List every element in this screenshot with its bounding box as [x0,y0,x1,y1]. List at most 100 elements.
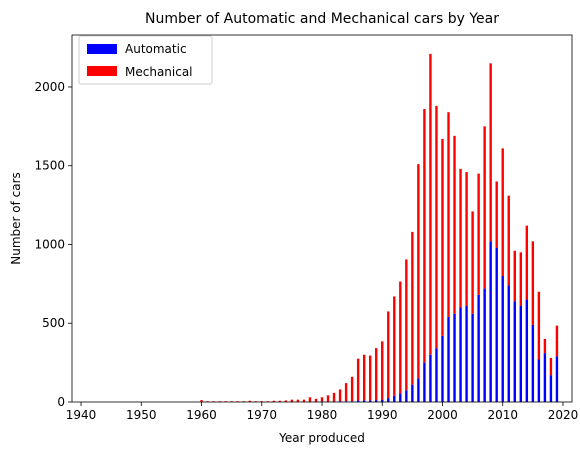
bar-automatic-1987 [362,400,366,402]
bar-automatic-1995 [411,384,414,402]
bar-mechanical-2000 [441,138,444,336]
bar-mechanical-1996 [417,164,420,379]
x-tick-label: 1990 [367,408,398,422]
bar-mechanical-1988 [368,355,372,401]
bar-mechanical-1972 [272,400,276,402]
bar-automatic-2000 [441,335,444,402]
bar-mechanical-2001 [447,112,450,317]
bar-automatic-1996 [417,378,420,402]
bar-mechanical-1989 [375,348,378,401]
bar-mechanical-1981 [326,395,330,402]
chart-title: Number of Automatic and Mechanical cars … [145,11,499,27]
bar-automatic-2004 [465,305,468,402]
bar-automatic-1999 [435,348,438,402]
bar-mechanical-1984 [344,383,348,402]
bar-mechanical-1990 [381,341,384,400]
bar-mechanical-1983 [338,389,342,402]
bar-automatic-1986 [356,400,360,402]
y-axis-label: Number of cars [9,172,23,265]
y-tick-label: 1000 [34,237,65,251]
x-tick-label: 2000 [427,408,458,422]
bar-mechanical-2010 [501,148,504,276]
bar-mechanical-1979 [314,398,318,402]
bar-mechanical-2015 [531,241,535,325]
bar-automatic-1988 [368,400,372,402]
bar-mechanical-1977 [302,399,306,402]
bar-mechanical-2007 [483,126,486,289]
y-axis-ticks: 0 500 1000 1500 2000 [34,80,72,409]
bar-mechanical-2009 [495,181,498,248]
bars-layer [200,53,559,403]
bar-mechanical-1982 [332,392,336,402]
bar-mechanical-2005 [471,211,474,314]
bar-automatic-2012 [513,301,516,402]
bar-automatic-2011 [507,285,510,402]
bar-automatic-1998 [429,354,432,402]
bar-mechanical-2008 [489,63,492,242]
bar-automatic-1990 [381,399,384,402]
bar-automatic-2001 [447,316,450,402]
bar-mechanical-1980 [320,397,324,402]
x-axis-label: Year produced [278,431,365,445]
bar-automatic-2019 [555,356,559,402]
bar-mechanical-2013 [519,252,522,306]
bar-mechanical-1976 [296,399,300,402]
x-tick-label: 1940 [66,408,97,422]
bar-mechanical-2011 [507,195,510,286]
legend-label-automatic: Automatic [125,42,187,56]
bar-mechanical-2017 [543,339,547,354]
x-tick-label: 1970 [246,408,277,422]
bar-automatic-2003 [459,307,462,402]
legend-swatch-automatic [87,44,117,54]
bar-automatic-2005 [471,313,474,402]
legend: Automatic Mechanical [78,35,213,85]
bar-mechanical-2018 [549,357,553,376]
y-tick-label: 0 [57,395,65,409]
bar-mechanical-1973 [278,400,282,402]
bar-automatic-2015 [531,324,535,402]
bar-mechanical-1994 [405,259,408,391]
bar-automatic-2018 [549,375,553,402]
bar-mechanical-1975 [290,399,294,402]
bar-mechanical-1992 [393,296,396,396]
bar-mechanical-1985 [350,376,354,402]
bar-mechanical-1960 [200,400,203,402]
legend-swatch-mechanical [87,66,117,76]
bar-mechanical-2002 [453,135,456,314]
bar-mechanical-1968 [248,400,251,402]
bar-mechanical-2006 [477,173,480,295]
bar-automatic-2017 [543,353,547,402]
bar-automatic-2016 [537,359,541,402]
bar-automatic-2008 [489,241,492,402]
bar-mechanical-2014 [525,225,529,300]
bar-mechanical-2016 [537,291,541,360]
bar-mechanical-2019 [555,325,559,357]
x-tick-label: 2010 [487,408,518,422]
bar-mechanical-1999 [435,105,438,349]
bar-automatic-2006 [477,294,480,402]
x-tick-label: 1980 [307,408,338,422]
bar-automatic-1997 [423,362,426,402]
bar-mechanical-1974 [284,400,288,402]
bar-automatic-1992 [393,395,396,402]
bar-mechanical-2004 [465,172,468,306]
bar-automatic-2010 [501,275,504,402]
y-tick-label: 2000 [34,80,65,94]
bar-mechanical-1995 [411,231,414,385]
bar-automatic-1993 [399,393,402,402]
bar-mechanical-1991 [387,311,390,399]
bar-automatic-1991 [387,398,390,402]
bar-mechanical-2003 [459,168,462,308]
bar-automatic-2002 [453,313,456,402]
bar-automatic-2014 [525,299,529,402]
y-tick-label: 1500 [34,159,65,173]
bar-mechanical-2012 [513,250,516,302]
bar-automatic-1994 [405,390,408,402]
bar-mechanical-1978 [308,397,312,402]
x-tick-label: 2020 [548,408,579,422]
y-tick-label: 500 [42,316,65,330]
bar-mechanical-1986 [356,358,360,401]
bar-mechanical-1998 [429,53,432,355]
bar-mechanical-1997 [423,109,426,363]
